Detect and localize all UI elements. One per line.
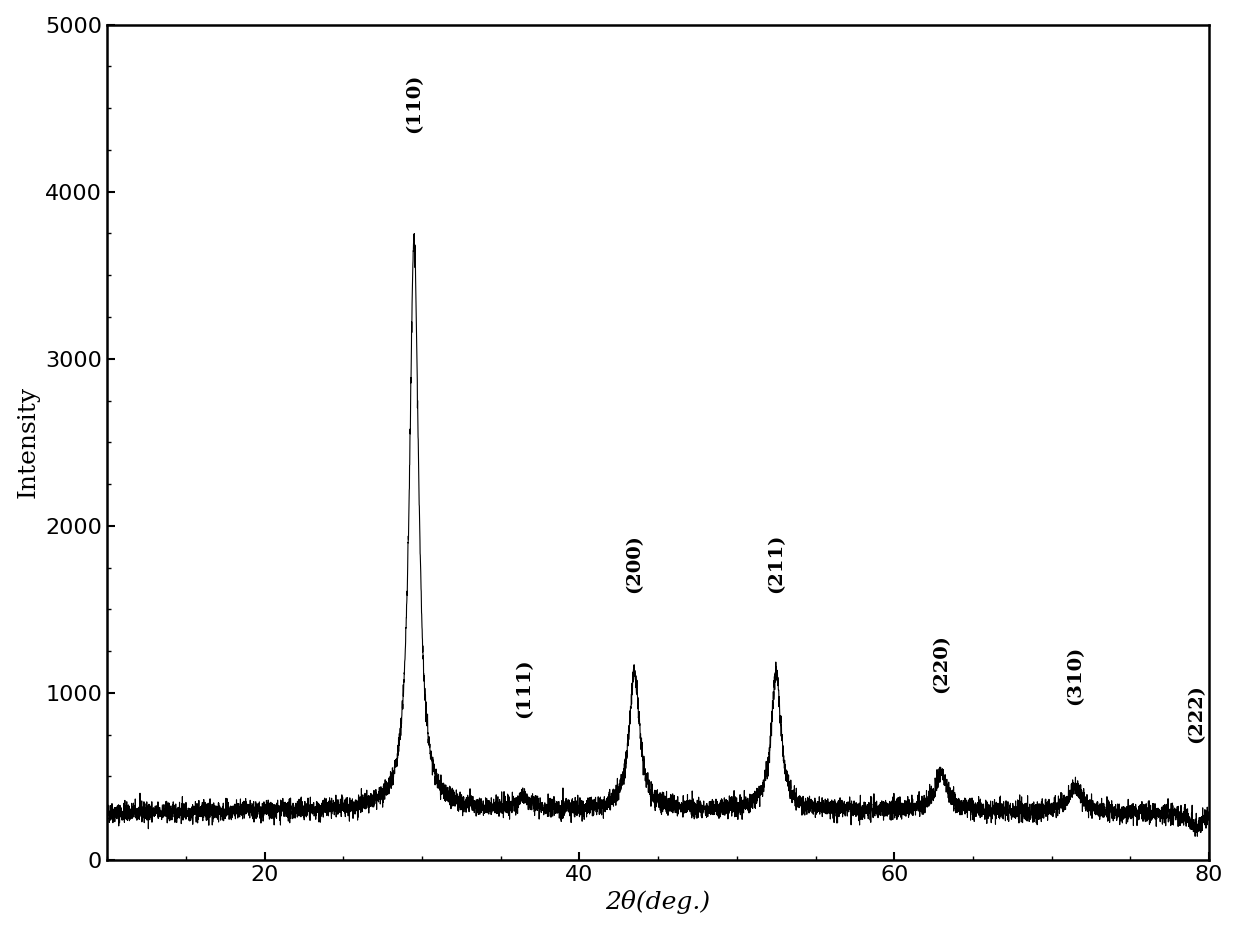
Text: (310): (310): [1066, 645, 1084, 705]
X-axis label: 2θ(deg.): 2θ(deg.): [605, 890, 711, 914]
Text: (211): (211): [768, 533, 785, 593]
Text: (200): (200): [625, 533, 644, 593]
Y-axis label: Intensity: Intensity: [16, 386, 40, 498]
Text: (110): (110): [405, 74, 423, 133]
Text: (220): (220): [932, 634, 951, 693]
Text: (222): (222): [1188, 684, 1205, 743]
Text: (111): (111): [516, 658, 533, 718]
